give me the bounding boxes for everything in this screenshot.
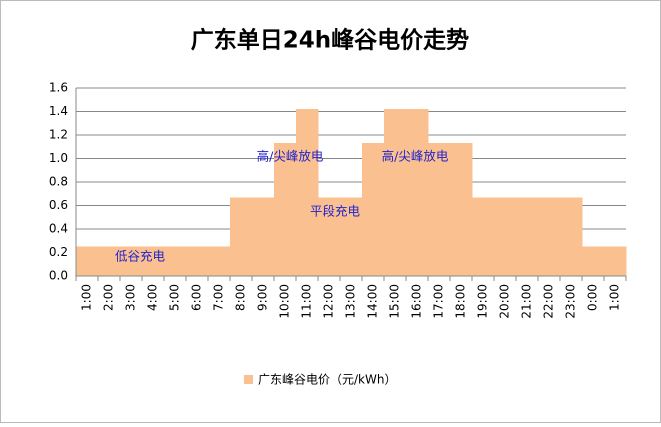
x-tick-label: 17:00 — [432, 284, 446, 319]
area-step — [384, 109, 407, 277]
legend-label: 广东峰谷电价（元/kWh） — [258, 373, 396, 387]
area-step — [428, 143, 451, 276]
legend-swatch — [244, 375, 253, 384]
area-step — [296, 109, 319, 277]
y-tick-label: 0.0 — [49, 269, 68, 283]
annotation: 高/尖峰放电 — [382, 149, 449, 164]
x-tick-label: 1:00 — [80, 284, 94, 311]
area-step — [582, 246, 605, 276]
x-tick-label: 21:00 — [520, 284, 534, 319]
area-step — [98, 246, 121, 276]
area-step — [208, 246, 231, 276]
annotation: 高/尖峰放电 — [257, 149, 324, 164]
area-step — [142, 246, 165, 276]
x-tick-label: 13:00 — [344, 284, 358, 319]
y-tick-label: 0.4 — [49, 222, 68, 236]
area-step — [450, 143, 473, 276]
x-tick-label: 8:00 — [234, 284, 248, 311]
x-tick-label: 12:00 — [322, 284, 336, 319]
x-tick-label: 20:00 — [498, 284, 512, 319]
x-tick-label: 4:00 — [146, 284, 160, 311]
area-step — [516, 197, 539, 276]
y-tick-label: 0.6 — [49, 198, 68, 212]
x-tick-label: 0:00 — [586, 284, 600, 311]
y-tick-label: 0.2 — [49, 245, 68, 259]
area-step — [164, 246, 187, 276]
x-tick-label: 19:00 — [476, 284, 490, 319]
y-tick-label: 0.8 — [49, 175, 68, 189]
area-step — [472, 197, 495, 276]
y-tick-label: 1.2 — [49, 128, 68, 142]
x-tick-label: 18:00 — [454, 284, 468, 319]
chart-title: 广东单日24h峰谷电价走势 — [191, 27, 469, 54]
area-step — [252, 197, 275, 276]
y-tick-label: 1.0 — [49, 151, 68, 165]
area-step — [406, 109, 429, 277]
x-tick-label: 10:00 — [278, 284, 292, 319]
area-step — [318, 197, 341, 276]
annotation: 平段充电 — [310, 204, 361, 219]
annotation: 低谷充电 — [115, 249, 166, 264]
x-tick-label: 14:00 — [366, 284, 380, 319]
area-step — [362, 143, 385, 276]
area-step — [76, 246, 99, 276]
y-tick-label: 1.6 — [49, 81, 68, 95]
x-tick-label: 3:00 — [124, 284, 138, 311]
area-step — [274, 143, 297, 276]
x-tick-label: 9:00 — [256, 284, 270, 311]
area-step — [340, 197, 363, 276]
y-tick-label: 1.4 — [49, 104, 68, 118]
area-step — [494, 197, 517, 276]
x-tick-label: 5:00 — [168, 284, 182, 311]
x-tick-label: 2:00 — [102, 284, 116, 311]
x-tick-label: 1:00 — [608, 284, 622, 311]
x-tick-label: 11:00 — [300, 284, 314, 319]
area-step — [120, 246, 143, 276]
x-tick-label: 23:00 — [564, 284, 578, 319]
x-tick-label: 6:00 — [190, 284, 204, 311]
x-tick-label: 16:00 — [410, 284, 424, 319]
area-step — [560, 197, 583, 276]
area-step — [230, 197, 253, 276]
area-step — [538, 197, 561, 276]
area-step — [604, 246, 627, 276]
area-step — [186, 246, 209, 276]
x-tick-label: 22:00 — [542, 284, 556, 319]
x-tick-label: 15:00 — [388, 284, 402, 319]
x-tick-label: 7:00 — [212, 284, 226, 311]
